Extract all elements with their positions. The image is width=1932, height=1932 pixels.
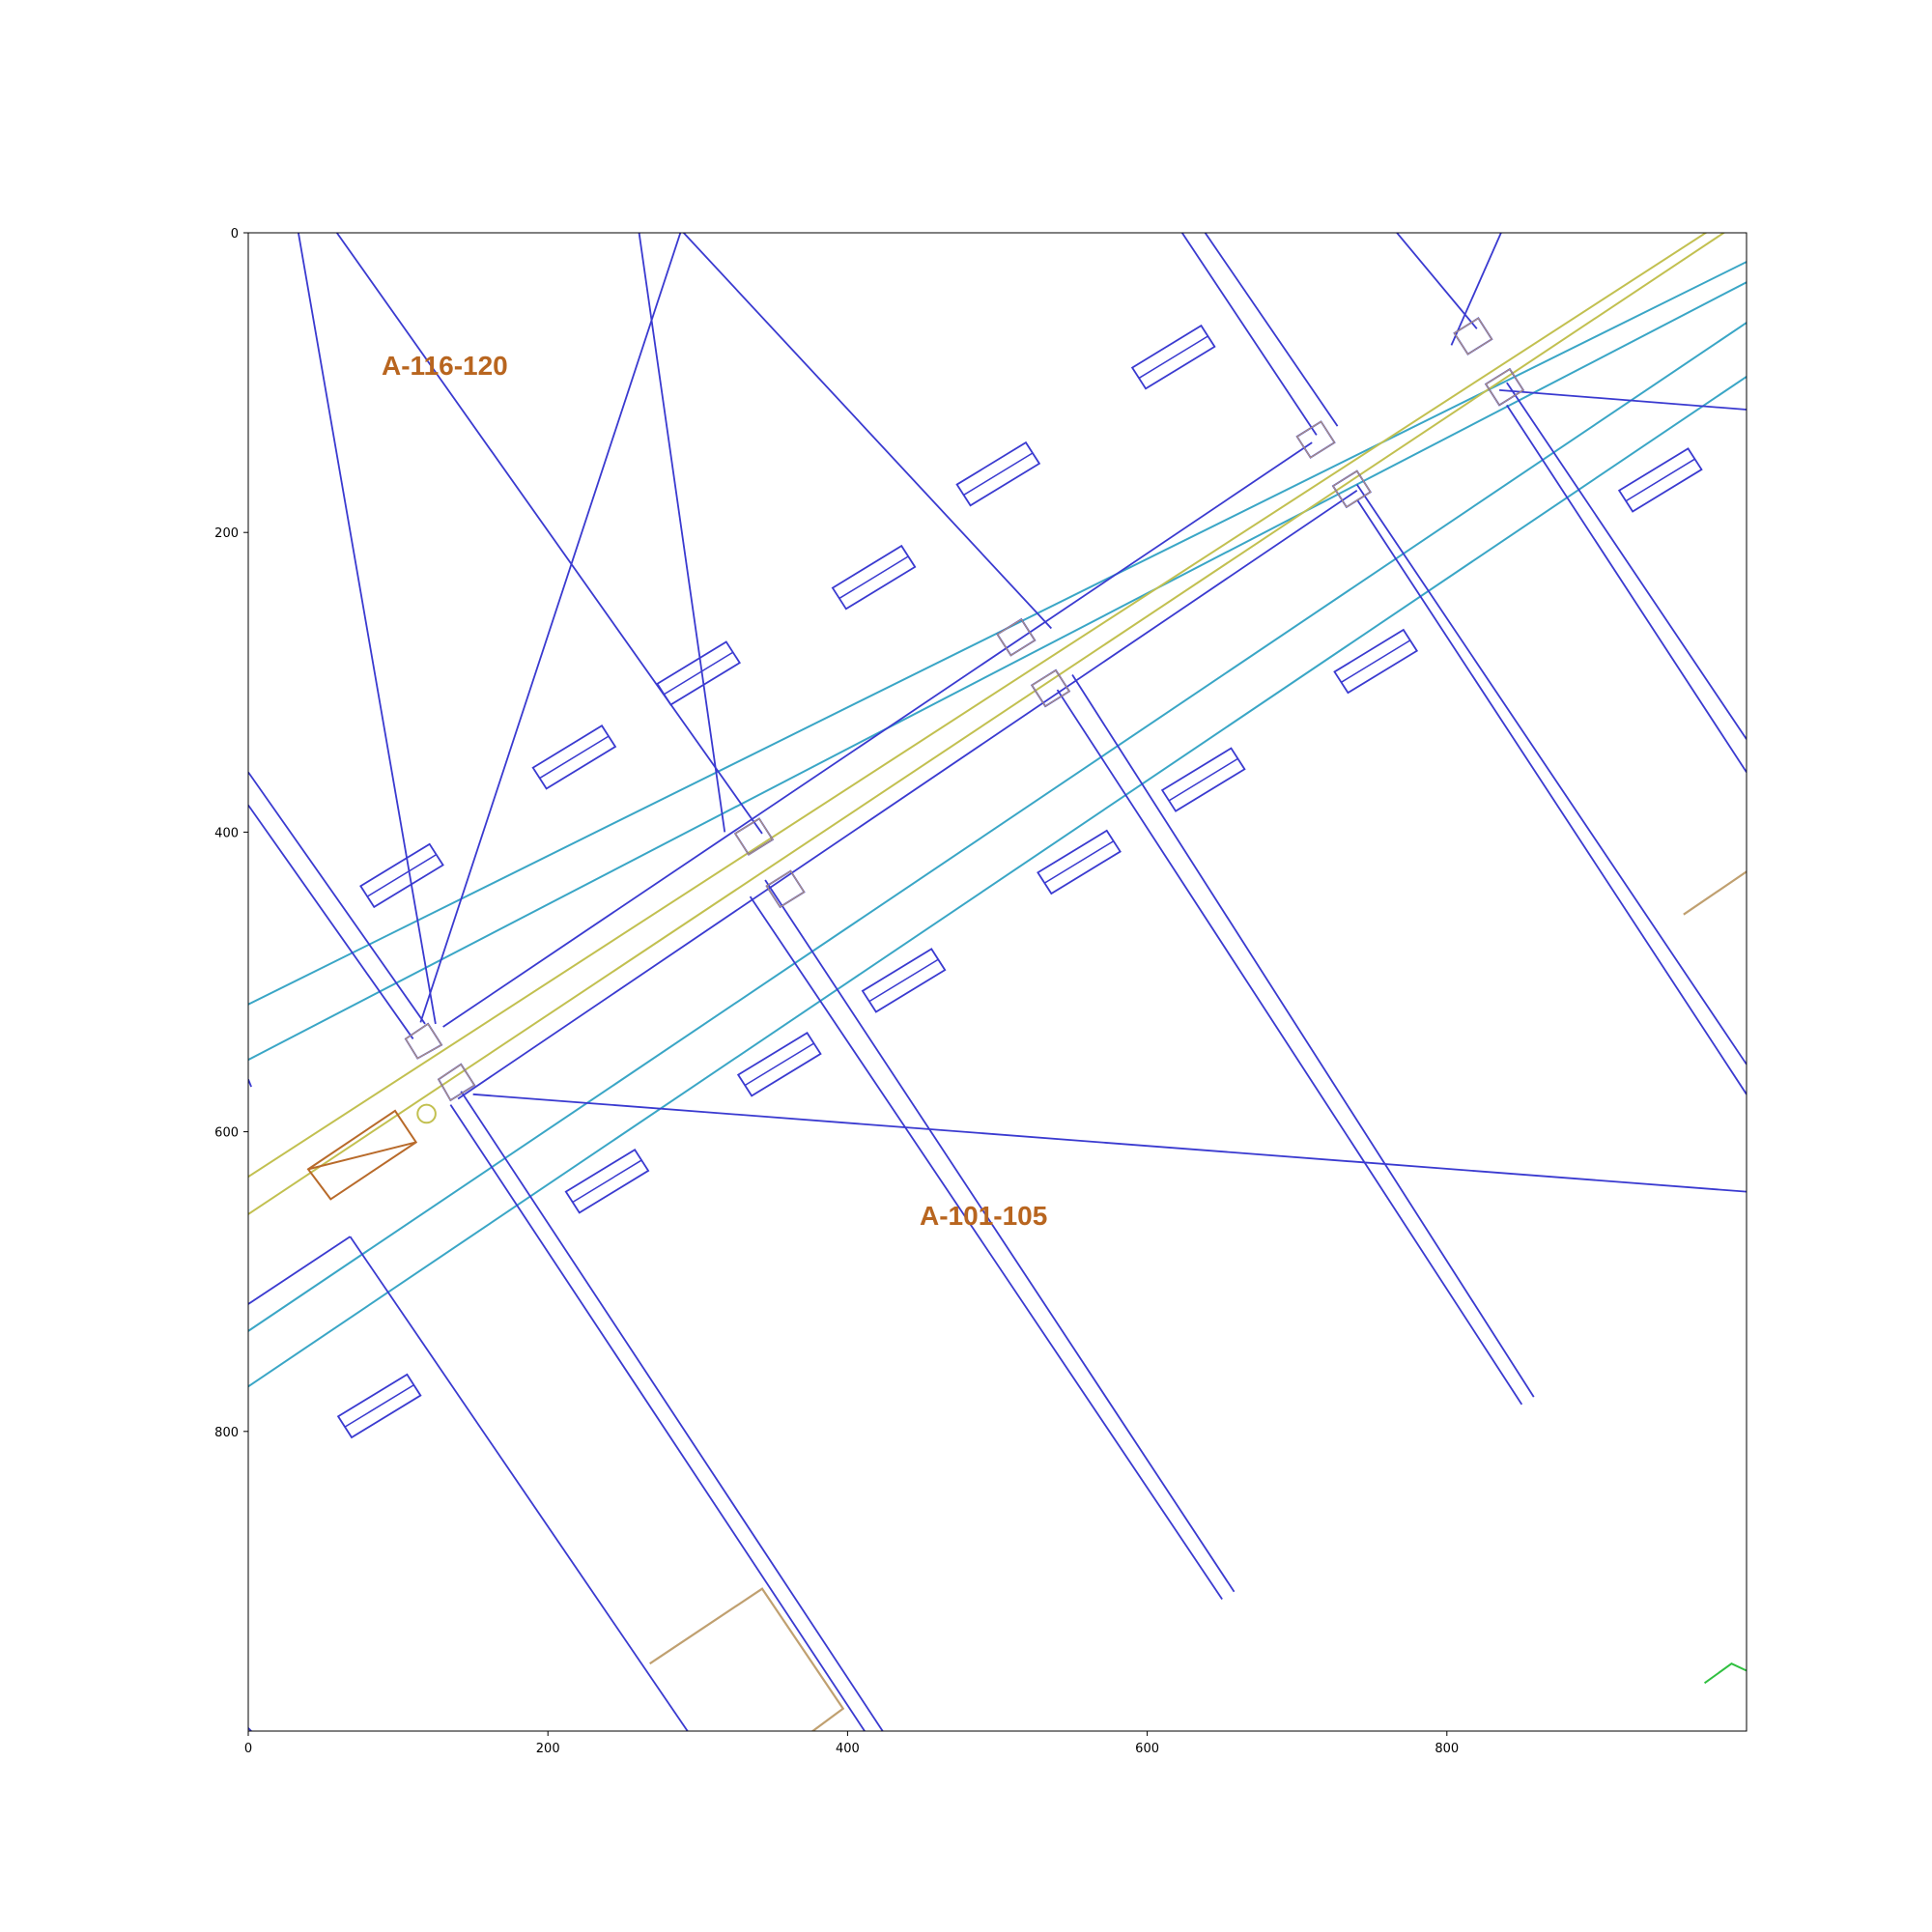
kerb-line-1 xyxy=(248,281,1747,1062)
road-crossing-box-outline-1 xyxy=(438,1064,475,1101)
cable-line-4 xyxy=(1180,233,1318,436)
parked-vehicle-11 xyxy=(736,1032,822,1097)
parcel-label-a-116-120: A-116-120 xyxy=(382,351,508,381)
parked-vehicle-7 xyxy=(1333,628,1419,695)
cable-line-22 xyxy=(349,1236,689,1731)
cable-line-2 xyxy=(638,233,726,833)
marker-circle-0 xyxy=(416,1103,437,1124)
cable-line-18 xyxy=(749,895,1223,1601)
x-axis: 0 200 400 600 800 xyxy=(244,1731,1459,1756)
parked-vehicle-divider-5 xyxy=(1138,335,1208,380)
x-tick-label-4: 800 xyxy=(1435,1742,1459,1756)
parked-vehicle-12 xyxy=(564,1148,650,1214)
road-centerline-0 xyxy=(248,233,1708,1178)
cable-line-19 xyxy=(460,1091,884,1731)
cable-line-5 xyxy=(1204,233,1339,427)
cable-line-24 xyxy=(1450,233,1502,346)
parked-vehicle-divider-1 xyxy=(539,735,610,780)
road-crossing-box-outline-2 xyxy=(734,817,774,856)
plot-area xyxy=(248,233,1747,1731)
parked-vehicle-divider-0 xyxy=(366,854,438,897)
kerb-line-0 xyxy=(248,260,1747,1006)
parked-vehicle-divider-10 xyxy=(868,958,939,1003)
parked-vehicle-divider-11 xyxy=(744,1042,814,1087)
road-crossing-box-outline-0 xyxy=(405,1023,442,1060)
cable-line-12 xyxy=(1506,404,1747,773)
site-feature-0 xyxy=(649,1587,845,1731)
road-crossing-box-outline-9 xyxy=(1485,368,1524,407)
y-tick-label-3: 600 xyxy=(214,1126,239,1141)
road-crossing-box-outline-4 xyxy=(996,618,1036,657)
x-tick-label-2: 400 xyxy=(836,1742,860,1756)
y-tick-label-1: 200 xyxy=(214,526,239,541)
cable-line-15 xyxy=(1071,674,1535,1398)
site-feature-dark-line-0 xyxy=(307,1141,416,1171)
road-crossing-box-outline-8 xyxy=(1453,317,1493,355)
x-tick-label-0: 0 xyxy=(244,1742,252,1756)
cable-line-16 xyxy=(1056,689,1523,1406)
y-tick-label-2: 400 xyxy=(214,826,239,840)
y-tick-label-4: 800 xyxy=(214,1426,239,1440)
parked-vehicle-divider-4 xyxy=(963,452,1034,497)
cable-line-9 xyxy=(442,441,1313,1028)
parked-vehicle-8 xyxy=(1160,747,1246,812)
parked-vehicle-divider-3 xyxy=(838,555,909,600)
road-crossing-box-outline-7 xyxy=(1332,469,1372,508)
parked-vehicle-divider-8 xyxy=(1168,757,1238,802)
site-feature-1 xyxy=(1683,870,1747,916)
parked-vehicle-divider-2 xyxy=(664,651,734,696)
parked-vehicle-divider-12 xyxy=(572,1159,642,1204)
cable-line-27 xyxy=(248,1078,252,1088)
y-tick-label-0: 0 xyxy=(231,227,239,242)
parked-vehicle-0 xyxy=(359,842,444,909)
road-crossing-box-outline-3 xyxy=(765,870,806,908)
kerb-line-3 xyxy=(248,376,1747,1388)
road-crossing-box-outline-5 xyxy=(1031,669,1070,707)
cable-line-23 xyxy=(419,233,682,1023)
cable-line-7 xyxy=(248,771,426,1025)
cable-line-28 xyxy=(248,1727,252,1731)
cable-line-14 xyxy=(1355,498,1747,1095)
road-crossing-box-outline-6 xyxy=(1296,420,1336,459)
kerb-line-2 xyxy=(248,322,1747,1332)
cable-line-10 xyxy=(457,490,1358,1100)
cable-line-17 xyxy=(764,879,1236,1593)
y-axis: 0 200 400 600 800 xyxy=(214,227,248,1440)
parked-vehicle-10 xyxy=(861,948,947,1013)
cable-line-6 xyxy=(1395,233,1478,329)
parked-vehicle-9 xyxy=(1037,829,1122,895)
axes-frame xyxy=(247,232,1747,1732)
cable-line-3 xyxy=(682,233,1052,630)
cable-line-1 xyxy=(335,233,763,835)
parked-vehicle-divider-6 xyxy=(1625,458,1695,502)
parked-vehicle-5 xyxy=(1130,324,1216,390)
parked-vehicle-13 xyxy=(336,1373,422,1439)
road-centerline-1 xyxy=(248,233,1726,1215)
parcel-label-a-101-105: A-101-105 xyxy=(920,1201,1047,1231)
parked-vehicle-divider-13 xyxy=(344,1384,414,1428)
cable-line-13 xyxy=(1355,484,1747,1065)
parked-vehicle-3 xyxy=(831,544,917,611)
cable-line-25 xyxy=(472,1093,1747,1193)
parked-vehicle-6 xyxy=(1617,447,1703,513)
cable-line-20 xyxy=(449,1104,867,1731)
cable-line-26 xyxy=(1499,388,1747,411)
parked-vehicle-2 xyxy=(656,640,741,706)
cable-line-0 xyxy=(297,233,437,1025)
x-tick-label-1: 200 xyxy=(536,1742,560,1756)
cable-line-11 xyxy=(1506,382,1747,740)
parked-vehicle-4 xyxy=(955,440,1041,507)
parked-vehicle-divider-7 xyxy=(1341,639,1411,683)
x-tick-label-3: 600 xyxy=(1135,1742,1159,1756)
green-feature-0 xyxy=(1703,1662,1747,1685)
parked-vehicle-1 xyxy=(531,724,617,790)
parked-vehicle-divider-9 xyxy=(1043,840,1115,884)
cable-line-8 xyxy=(248,804,414,1039)
cable-line-21 xyxy=(248,1236,351,1305)
